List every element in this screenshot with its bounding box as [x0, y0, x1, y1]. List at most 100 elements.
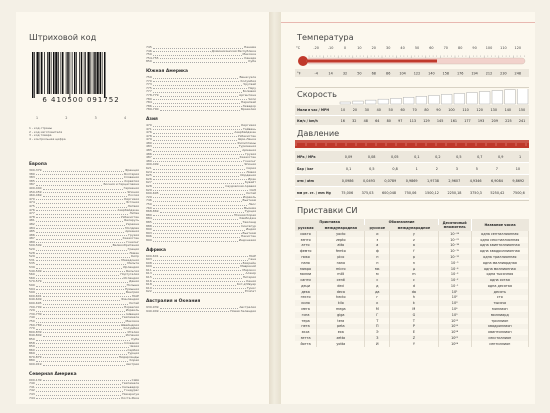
si-number-name: квинтиллион	[471, 329, 530, 336]
speed-step-bar	[428, 95, 440, 105]
si-header-designation: Обозначение	[364, 219, 439, 225]
country-code: 880	[146, 212, 152, 217]
speed-step-bar	[491, 90, 503, 105]
country-name: Ливия	[246, 169, 256, 174]
speed-value: 60	[400, 108, 405, 112]
code-list-row: 896 Пакистан	[146, 235, 256, 239]
si-multiplier: 10⁻²	[438, 277, 472, 284]
leader-dots	[35, 309, 125, 312]
country-code: 531	[29, 257, 35, 262]
country-name: Дания	[129, 279, 139, 284]
country-name: Панама	[244, 45, 256, 49]
si-prefix-ru: иокто	[295, 231, 318, 237]
speed-value: 30	[364, 108, 369, 112]
code-list-row: 884 Камбоджа	[146, 217, 256, 221]
leader-dots	[152, 262, 242, 265]
pressure-value: 0,2	[435, 154, 441, 159]
pressure-row-label: атм / atm	[297, 178, 314, 183]
country-name: Филиппины	[237, 140, 256, 145]
code-list-row: 608 Бахрейн	[146, 261, 256, 266]
pressure-value: 3	[455, 166, 458, 171]
si-symbol-ru: М	[364, 306, 391, 312]
country-name: Саудовская Аравия	[225, 184, 256, 188]
code-list-row: 729 Израиль	[29, 309, 139, 313]
country-code: 380	[29, 171, 35, 176]
country-name: Эстония	[125, 200, 139, 205]
si-number-name: одна тысячная	[471, 271, 530, 278]
si-symbol-intl: M	[389, 306, 439, 312]
country-name: Молдова	[125, 225, 139, 230]
si-row: дека deca да da 10¹ десять	[295, 288, 530, 295]
leader-dots	[152, 258, 248, 261]
country-name: Египет	[245, 289, 256, 294]
pressure-row-label: Бар / bar	[297, 166, 314, 171]
country-name: Азербайджан	[234, 130, 256, 135]
code-list-row: 613 Алжир	[146, 272, 256, 276]
leader-dots	[152, 142, 237, 145]
pressure-value: 375,03	[361, 190, 374, 195]
leader-dots	[35, 291, 125, 294]
si-number-name: триллион	[471, 317, 530, 324]
pressure-value: 2	[435, 166, 438, 171]
leader-dots	[152, 101, 241, 104]
code-list-row: 600-601 ЮАР	[29, 294, 139, 299]
si-prefixes-table: Приставка Обозначение Десятичный множите…	[295, 219, 530, 347]
code-list-row: 485 Армения	[146, 148, 256, 153]
pressure-value: 0,0493	[363, 178, 375, 183]
si-row: пико pico п p 10⁻¹² одна триллионная	[295, 254, 530, 260]
country-code: 470	[146, 122, 152, 127]
section-title-oceania: Австралия и Океания	[146, 299, 201, 305]
si-prefix-intl: atto	[316, 242, 366, 249]
speed-value: 120	[476, 108, 483, 112]
si-row: атто atto а a 10⁻¹⁸ одна квинтиллионная	[295, 242, 530, 249]
celsius-tick-label: 120	[515, 46, 521, 50]
pressure-value: 1500,12	[424, 190, 439, 195]
code-list-row: 624 Ливия	[146, 169, 256, 175]
country-name: Колумбия	[240, 78, 256, 83]
country-code: 778-779	[146, 92, 159, 97]
code-list-row: 480 Филиппины	[146, 140, 256, 146]
speed-value: 193	[477, 119, 485, 123]
si-multiplier: 10¹⁵	[438, 323, 472, 330]
si-prefix-ru: нано	[295, 259, 318, 266]
country-code: 539	[29, 265, 35, 270]
country-code: 743	[29, 392, 35, 397]
fahrenheit-tick-label: 68	[372, 72, 376, 76]
pressure-value: 0,1	[414, 154, 420, 159]
leader-dots	[152, 189, 249, 192]
country-name: Ливан	[129, 250, 139, 255]
fahrenheit-band	[295, 69, 529, 77]
si-row: деци deci д d 10⁻¹ одна десятая	[295, 283, 530, 289]
country-name: Грузия	[128, 232, 139, 237]
si-symbol-intl: P	[389, 323, 439, 330]
pressure-value: 9,8692	[512, 178, 525, 183]
leader-dots	[42, 187, 123, 190]
celsius-tick-label: 10	[357, 46, 361, 50]
country-code: 600-601	[146, 253, 159, 258]
speed-step-bar	[441, 94, 453, 105]
celsius-tick-label: 50	[415, 46, 419, 50]
si-number-name: сто	[471, 294, 530, 301]
si-symbol-ru: н	[364, 259, 391, 266]
barcode-index-1: 1	[36, 116, 39, 120]
code-list-row: 780 Чили	[146, 97, 256, 102]
si-symbol-intl: c	[389, 277, 439, 284]
leader-dots	[152, 214, 233, 217]
country-name: Доминиканская Республика	[211, 48, 256, 53]
si-row: гига giga Г G 10⁹ миллиард	[295, 311, 530, 318]
code-list-row: 486 Грузия	[146, 152, 256, 157]
country-code: 773	[146, 82, 152, 87]
code-list-row: 628 Саудовская Аравия	[146, 184, 256, 189]
pressure-value: 5	[475, 166, 478, 171]
country-code: 625	[146, 173, 152, 178]
leader-dots	[35, 386, 121, 389]
country-code: 400-440	[29, 185, 42, 190]
si-prefix-ru: микро	[295, 265, 318, 272]
country-name: Азербайджан	[117, 207, 139, 212]
pressure-value: 0,05	[391, 154, 399, 159]
code-list-row: 858 Словакия	[29, 341, 139, 346]
country-code: 899	[146, 237, 152, 242]
code-list-row: 540-549 Бельгия	[29, 269, 139, 274]
country-name: Канада	[244, 55, 256, 60]
country-code: 930-939	[146, 305, 159, 310]
